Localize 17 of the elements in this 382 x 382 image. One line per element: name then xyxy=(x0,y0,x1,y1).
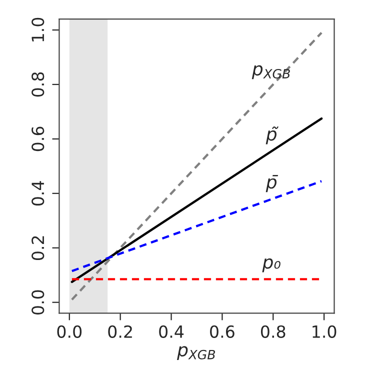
x-tick-label: 0.4 xyxy=(159,325,184,338)
y-tick-label: 1.0 xyxy=(32,18,44,42)
y-tick-label: 0.2 xyxy=(32,236,44,260)
x-tick-label: 0.0 xyxy=(57,325,82,338)
series-label: p̄ xyxy=(266,174,278,192)
series-label: p₀ xyxy=(262,258,280,272)
x-tick-label: 1.0 xyxy=(312,325,336,338)
x-tick-label: 0.2 xyxy=(108,325,132,338)
x-tick-label: 0.6 xyxy=(210,325,234,338)
x-tick-label: 0.8 xyxy=(260,325,286,338)
series-label: p̃ xyxy=(266,126,278,144)
y-tick-label: 0.4 xyxy=(32,181,44,206)
series-label: p$_{XGB}$ xyxy=(252,65,290,80)
x-axis-title: p$_{XGB}$ xyxy=(176,346,216,360)
y-tick-label: 0.0 xyxy=(32,290,44,314)
y-tick-label: 0.8 xyxy=(32,72,44,97)
y-tick-label: 0.6 xyxy=(32,126,44,152)
